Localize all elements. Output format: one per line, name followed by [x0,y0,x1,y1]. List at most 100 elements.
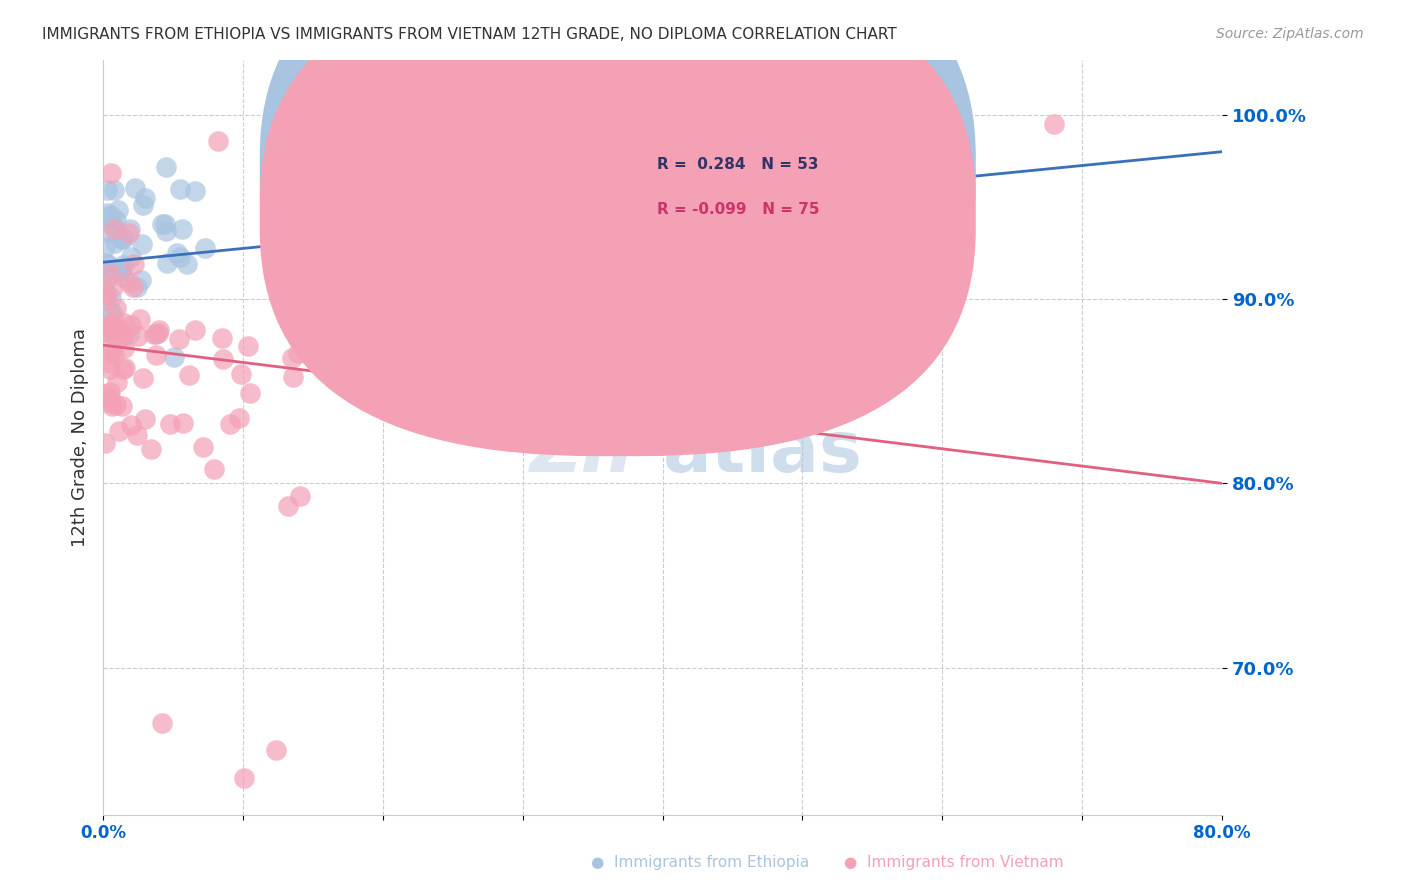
Point [111,231,134,245]
Point [132,371,155,385]
Point [101,307,124,321]
Point [111,327,134,342]
Point [93,285,115,299]
Point [169,182,191,196]
Point [103,183,125,197]
Point [100,291,122,305]
Point [281,370,304,384]
Point [236,339,259,353]
Point [96,183,118,197]
Text: R = -0.099   N = 75: R = -0.099 N = 75 [657,202,820,218]
Point [93,319,115,334]
Y-axis label: 12th Grade, No Diploma: 12th Grade, No Diploma [72,327,89,547]
Point [93,276,115,290]
Point [112,316,135,330]
Text: R =  0.284   N = 53: R = 0.284 N = 53 [657,157,818,172]
Point [176,257,198,271]
Point [96,318,118,332]
Point [104,324,127,338]
Point [93,256,115,270]
Point [142,327,165,342]
Point [100,346,122,360]
Point [148,323,170,337]
Point [264,743,287,757]
Point [93,240,115,254]
Point [96,206,118,220]
Point [111,232,134,246]
Point [101,218,124,232]
Text: atlas: atlas [662,417,862,487]
Point [98,362,121,376]
Point [104,301,127,315]
Point [100,166,122,180]
Point [145,327,167,342]
Point [288,489,311,503]
Point [132,198,155,212]
Point [229,368,252,382]
Point [96,322,118,336]
Point [105,375,128,389]
Point [219,417,242,431]
Point [155,160,177,174]
Point [107,203,129,218]
Point [112,330,135,344]
Point [107,264,129,278]
Point [153,218,176,232]
Point [100,340,122,354]
Point [104,399,127,413]
Point [127,428,149,442]
Point [111,232,134,246]
Point [120,418,142,433]
Point [111,361,134,376]
Point [239,385,262,400]
Point [107,322,129,336]
Point [97,225,120,239]
Point [96,287,118,301]
Point [148,326,170,340]
Point [124,181,146,195]
Point [172,416,194,430]
Point [103,222,125,236]
Point [163,350,186,364]
Point [120,318,142,332]
Point [114,361,136,376]
Point [100,267,122,281]
Point [155,224,177,238]
Point [1043,117,1066,131]
Point [93,387,115,401]
Point [103,347,125,361]
Point [96,211,118,225]
Point [129,272,152,286]
Point [103,328,125,343]
Point [170,222,193,236]
Point [98,384,121,399]
Point [107,424,129,438]
Text: Source: ZipAtlas.com: Source: ZipAtlas.com [1216,27,1364,41]
FancyBboxPatch shape [574,128,908,249]
Point [118,222,141,236]
Point [131,236,153,251]
Text: ZIP: ZIP [530,417,662,487]
Point [211,351,233,366]
Point [104,213,127,227]
Point [118,226,141,240]
Point [97,395,120,409]
Text: ●  Immigrants from Ethiopia: ● Immigrants from Ethiopia [591,855,808,870]
Point [156,256,179,270]
Point [111,270,134,285]
Point [152,715,174,730]
Point [166,245,188,260]
Point [112,341,135,355]
Text: IMMIGRANTS FROM ETHIOPIA VS IMMIGRANTS FROM VIETNAM 12TH GRADE, NO DIPLOMA CORRE: IMMIGRANTS FROM ETHIOPIA VS IMMIGRANTS F… [42,27,897,42]
Point [104,235,127,250]
Point [118,275,141,289]
FancyBboxPatch shape [260,0,976,456]
Text: ●  Immigrants from Vietnam: ● Immigrants from Vietnam [844,855,1063,870]
Point [98,356,121,370]
FancyBboxPatch shape [260,0,976,411]
Point [98,208,121,222]
Point [194,241,217,255]
Point [93,285,115,300]
Point [169,250,191,264]
Point [122,280,145,294]
